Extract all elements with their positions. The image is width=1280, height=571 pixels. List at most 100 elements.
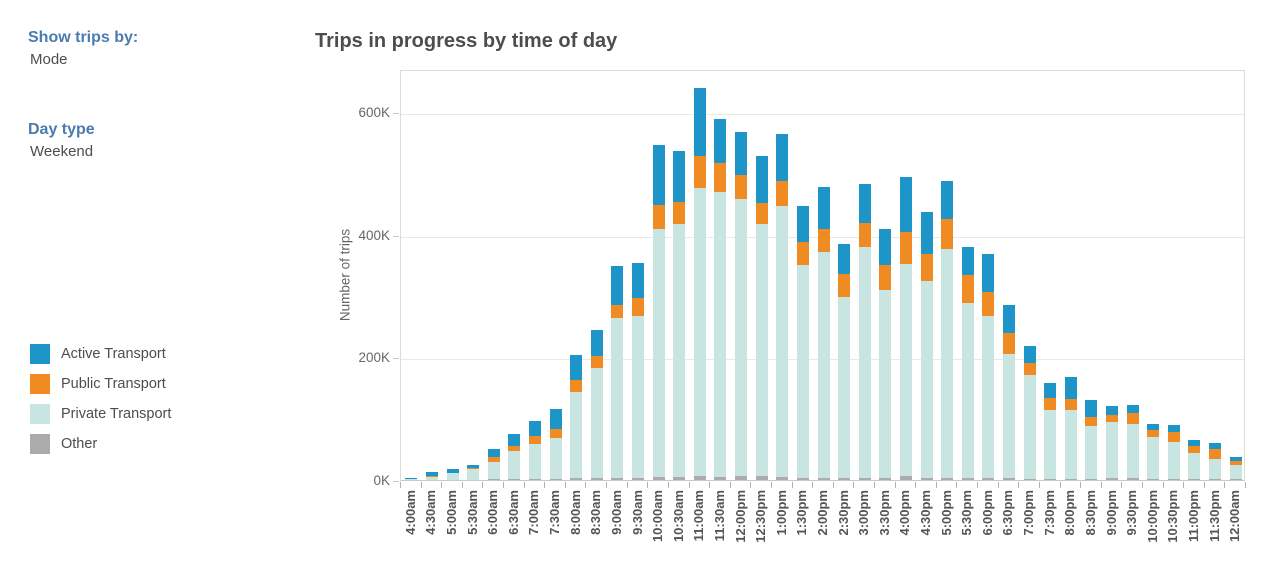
- legend-item-active-transport[interactable]: Active Transport: [30, 339, 171, 369]
- bar-segment-active[interactable]: [549, 408, 562, 430]
- bar-segment-private[interactable]: [632, 315, 644, 478]
- bar-segment-public[interactable]: [693, 156, 706, 189]
- bar-segment-private[interactable]: [1085, 426, 1098, 479]
- bar-segment-private[interactable]: [508, 450, 521, 480]
- bar-segment-private[interactable]: [528, 444, 541, 480]
- bar-segment-other[interactable]: [1044, 478, 1057, 480]
- bar-segment-public[interactable]: [632, 297, 644, 316]
- bar-segment-active[interactable]: [858, 184, 871, 224]
- bar-segment-other[interactable]: [899, 475, 912, 480]
- bar-segment-private[interactable]: [1023, 374, 1036, 479]
- bar-segment-active[interactable]: [1188, 439, 1201, 446]
- bar-segment-other[interactable]: [1002, 478, 1015, 480]
- bar-segment-active[interactable]: [1229, 457, 1242, 462]
- bar-segment-private[interactable]: [590, 367, 603, 479]
- legend-item-other[interactable]: Other: [30, 429, 171, 459]
- bar-segment-active[interactable]: [1167, 424, 1180, 432]
- bar-segment-private[interactable]: [879, 289, 892, 478]
- bar-segment-other[interactable]: [1209, 479, 1222, 480]
- bar-segment-active[interactable]: [920, 211, 933, 254]
- bar-segment-private[interactable]: [652, 229, 665, 477]
- legend-item-public-transport[interactable]: Public Transport: [30, 369, 171, 399]
- bar-segment-other[interactable]: [858, 477, 871, 480]
- bar-segment-other[interactable]: [590, 478, 603, 480]
- bar-segment-public[interactable]: [1044, 398, 1057, 411]
- bar-segment-other[interactable]: [549, 478, 562, 480]
- bar-segment-private[interactable]: [611, 318, 624, 478]
- bar-segment-active[interactable]: [1064, 376, 1077, 400]
- bar-segment-active[interactable]: [1209, 442, 1222, 449]
- bar-segment-other[interactable]: [920, 477, 933, 480]
- bar-segment-active[interactable]: [425, 472, 438, 476]
- bar-segment-other[interactable]: [508, 479, 521, 480]
- bar-segment-public[interactable]: [941, 219, 954, 249]
- bar-segment-public[interactable]: [425, 475, 438, 477]
- bar-segment-active[interactable]: [1126, 404, 1139, 413]
- bar-segment-public[interactable]: [858, 223, 871, 247]
- bar-segment-other[interactable]: [1229, 479, 1242, 480]
- bar-segment-other[interactable]: [632, 477, 644, 480]
- bar-segment-public[interactable]: [899, 232, 912, 265]
- bar-segment-public[interactable]: [1188, 445, 1201, 454]
- bar-segment-active[interactable]: [961, 246, 974, 275]
- bar-segment-public[interactable]: [467, 468, 480, 469]
- bar-segment-private[interactable]: [1147, 437, 1160, 479]
- legend-item-private-transport[interactable]: Private Transport: [30, 399, 171, 429]
- bar-segment-public[interactable]: [1229, 461, 1242, 466]
- bar-segment-active[interactable]: [405, 477, 418, 480]
- bar-segment-private[interactable]: [899, 264, 912, 476]
- bar-segment-public[interactable]: [528, 435, 541, 445]
- bar-segment-public[interactable]: [446, 472, 459, 474]
- bar-segment-other[interactable]: [735, 476, 748, 480]
- bar-segment-active[interactable]: [508, 434, 521, 446]
- bar-segment-other[interactable]: [487, 479, 500, 480]
- bar-segment-public[interactable]: [1064, 399, 1077, 411]
- bar-segment-private[interactable]: [1188, 453, 1201, 480]
- bar-segment-other[interactable]: [941, 477, 954, 480]
- show-trips-by-value[interactable]: Mode: [30, 51, 68, 69]
- bar-segment-private[interactable]: [1106, 421, 1119, 478]
- bar-segment-private[interactable]: [570, 392, 583, 479]
- bar-segment-private[interactable]: [549, 437, 562, 479]
- bar-segment-public[interactable]: [652, 204, 665, 230]
- bar-segment-private[interactable]: [673, 224, 686, 477]
- bar-segment-other[interactable]: [1023, 478, 1036, 480]
- bar-segment-public[interactable]: [487, 456, 500, 462]
- bar-segment-other[interactable]: [714, 476, 727, 480]
- bar-segment-active[interactable]: [1106, 405, 1119, 415]
- bar-segment-public[interactable]: [838, 273, 851, 297]
- bar-segment-active[interactable]: [982, 254, 995, 293]
- bar-segment-active[interactable]: [879, 228, 892, 265]
- bar-segment-private[interactable]: [941, 248, 954, 478]
- bar-segment-private[interactable]: [838, 296, 851, 478]
- bar-segment-public[interactable]: [673, 201, 686, 225]
- bar-segment-other[interactable]: [961, 478, 974, 480]
- bar-segment-active[interactable]: [673, 151, 686, 202]
- bar-segment-other[interactable]: [755, 476, 768, 480]
- bar-segment-private[interactable]: [920, 280, 933, 478]
- bar-segment-other[interactable]: [693, 476, 706, 480]
- bar-segment-public[interactable]: [961, 274, 974, 304]
- bar-segment-active[interactable]: [755, 155, 768, 204]
- bar-segment-public[interactable]: [1209, 448, 1222, 460]
- bar-segment-public[interactable]: [611, 304, 624, 319]
- bar-segment-active[interactable]: [776, 134, 789, 182]
- bar-segment-private[interactable]: [817, 251, 830, 478]
- bar-segment-other[interactable]: [1085, 478, 1098, 480]
- bar-segment-active[interactable]: [528, 420, 541, 436]
- bar-segment-active[interactable]: [1044, 383, 1057, 399]
- bar-segment-public[interactable]: [920, 253, 933, 281]
- bar-segment-active[interactable]: [570, 354, 583, 381]
- bar-segment-other[interactable]: [838, 477, 851, 480]
- bar-segment-private[interactable]: [425, 476, 438, 480]
- bar-segment-private[interactable]: [776, 206, 789, 477]
- bar-segment-active[interactable]: [1085, 400, 1098, 418]
- bar-segment-public[interactable]: [982, 292, 995, 316]
- bar-segment-private[interactable]: [446, 473, 459, 480]
- bar-segment-other[interactable]: [817, 477, 830, 480]
- bar-segment-other[interactable]: [982, 478, 995, 480]
- bar-segment-public[interactable]: [508, 445, 521, 451]
- bar-segment-private[interactable]: [755, 223, 768, 477]
- bar-segment-public[interactable]: [1167, 431, 1180, 442]
- bar-segment-other[interactable]: [1126, 477, 1139, 480]
